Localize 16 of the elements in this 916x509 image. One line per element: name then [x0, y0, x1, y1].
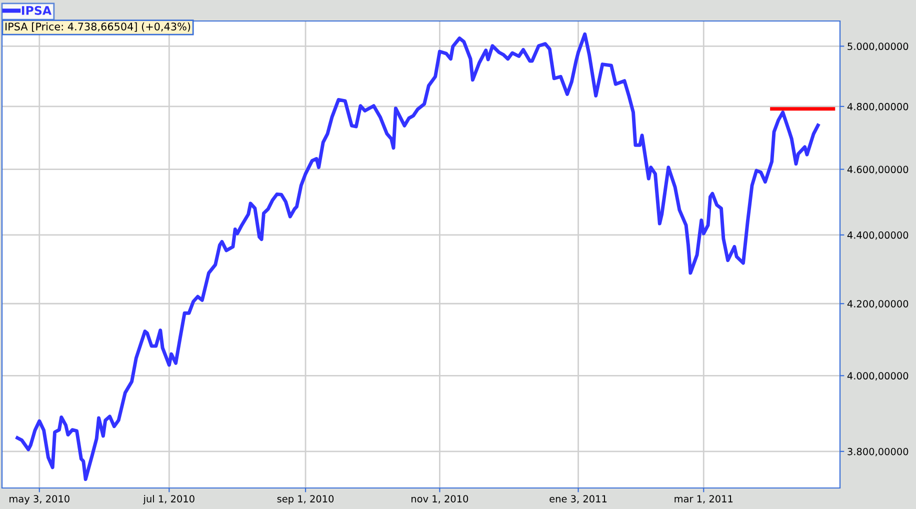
y-tick-label: 4.400,00000 — [847, 231, 908, 240]
y-tick-label: 4.200,00000 — [847, 300, 908, 308]
x-tick-label: mar 1, 2011 — [674, 495, 733, 504]
x-tick-label: nov 1, 2010 — [412, 495, 468, 504]
x-tick-label: jul 1, 2010 — [143, 494, 194, 504]
x-tick-label: sep 1, 2010 — [277, 495, 334, 504]
y-tick-label: 4.600,00000 — [847, 166, 908, 174]
annotation: IPSA [Price: 4.738,66504] (+0,43%) — [6, 22, 190, 32]
y-tick-label: 4.800,00000 — [847, 102, 908, 112]
y-tick-label: 3.800,00000 — [848, 448, 908, 456]
y-tick-label: 5.000,00000 — [848, 42, 908, 52]
line-series — [16, 32, 820, 481]
x-tick-label: ene 3, 2011 — [550, 495, 607, 504]
y-tick-label: 4.000,00000 — [847, 372, 908, 380]
legend-label: IPSA — [22, 6, 52, 15]
x-tick-label: may 3, 2010 — [10, 495, 70, 504]
